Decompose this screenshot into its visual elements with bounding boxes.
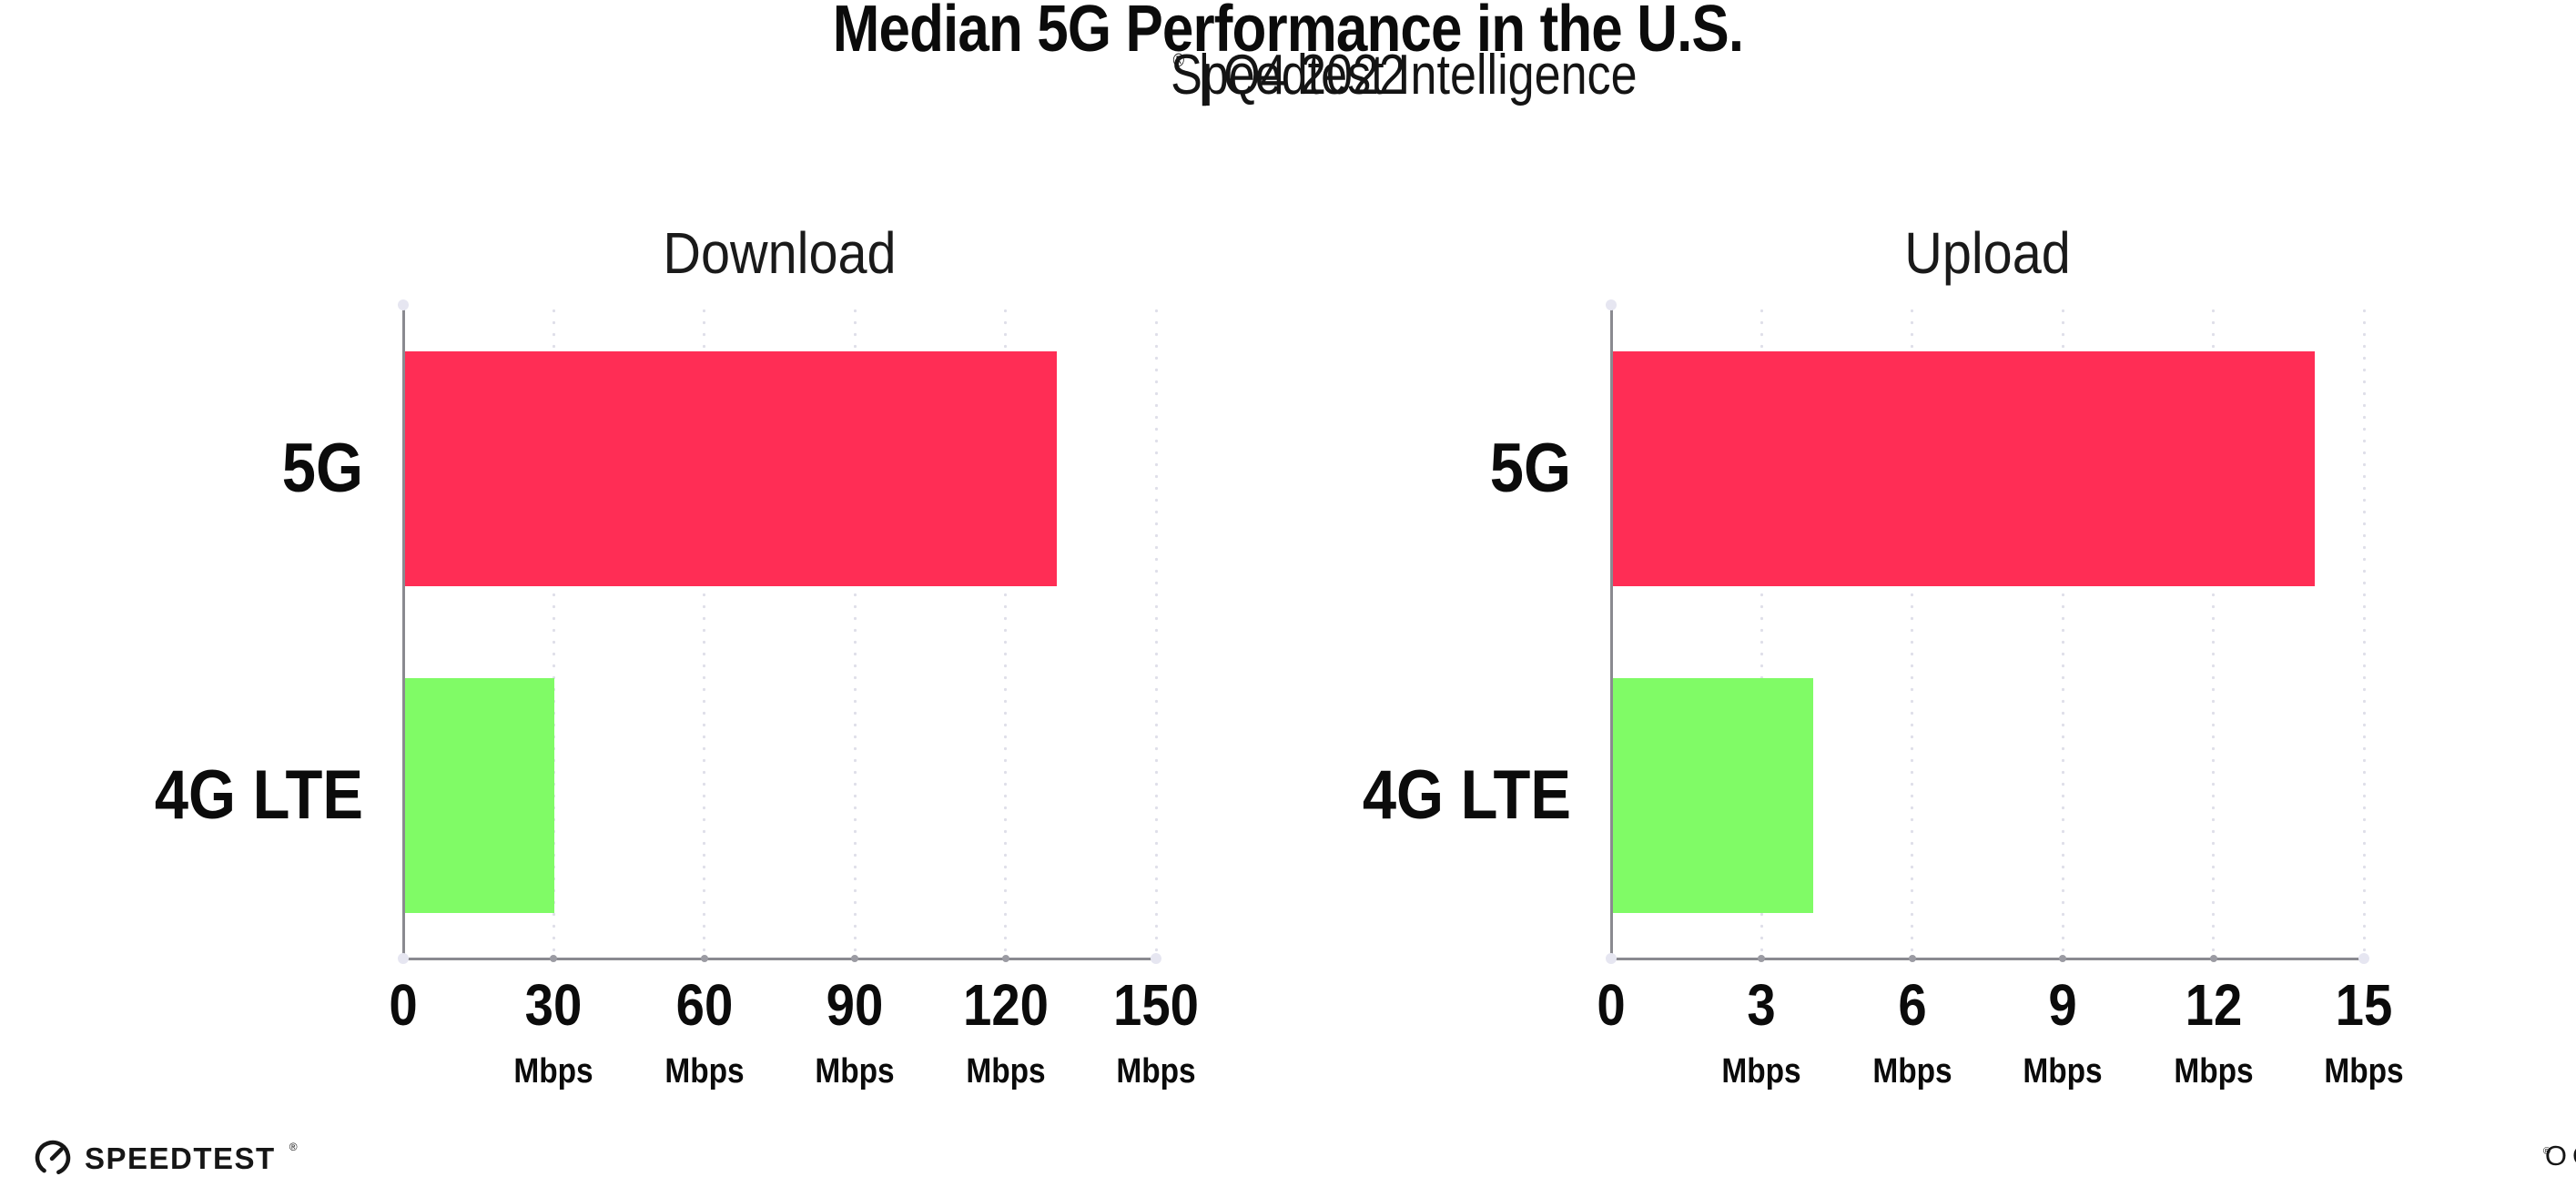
chart-title-download: Download (663, 220, 897, 286)
axis-tick-dot (550, 955, 558, 962)
x-tick-unit-150: Mbps (1116, 1052, 1196, 1090)
axis-end-dot (398, 953, 409, 964)
gridline-60 (703, 305, 706, 959)
x-tick-label-9: 9 (2048, 972, 2077, 1038)
gridline-12 (2212, 305, 2216, 959)
x-tick-unit-90: Mbps (815, 1052, 895, 1090)
subtitle-quarter: | Q4 2022 (1198, 44, 1405, 107)
x-tick-unit-3: Mbps (1721, 1052, 1802, 1090)
registered-trademark-icon: ® (1172, 51, 1184, 71)
x-axis (401, 957, 1158, 960)
x-tick-label-15: 15 (2335, 972, 2393, 1038)
x-tick-unit-60: Mbps (664, 1052, 745, 1090)
x-tick-label-0: 0 (389, 972, 418, 1038)
speedtest-gauge-icon (35, 1140, 71, 1176)
axis-end-dot (2358, 953, 2369, 964)
x-tick-label-3: 3 (1747, 972, 1777, 1038)
category-label-5g: 5G (1489, 430, 1571, 507)
x-tick-unit-9: Mbps (2023, 1052, 2103, 1090)
axis-end-dot (1151, 953, 1161, 964)
y-axis (401, 305, 405, 959)
page-title: Median 5G Performance in the U.S. (832, 0, 1744, 66)
gridline-30 (552, 305, 555, 959)
x-tick-label-6: 6 (1898, 972, 1927, 1038)
x-tick-label-150: 150 (1113, 972, 1199, 1038)
ookla-logo: OOKLA® (2542, 1141, 2576, 1170)
ookla-registered-icon: ® (2542, 1146, 2551, 1157)
subtitle-brand: Speedtest Intelligence (1171, 44, 1638, 107)
category-label-4g-lte: 4G LTE (154, 756, 363, 834)
axis-tick-dot (2209, 955, 2217, 962)
x-tick-unit-120: Mbps (965, 1052, 1046, 1090)
gridline-150 (1154, 305, 1158, 959)
axis-end-dot (1606, 299, 1617, 310)
bar-4g-lte-upload (1612, 678, 1813, 913)
chart-title-upload: Upload (1904, 220, 2071, 286)
axis-end-dot (1606, 953, 1617, 964)
x-tick-label-60: 60 (675, 972, 734, 1038)
bar-5g-download (404, 351, 1057, 586)
x-tick-unit-12: Mbps (2173, 1052, 2254, 1090)
speedtest-trademark-icon: ® (289, 1141, 298, 1153)
gridline-90 (853, 305, 857, 959)
x-tick-unit-6: Mbps (1872, 1052, 1952, 1090)
bar-5g-upload (1612, 351, 2315, 586)
y-axis (1609, 305, 1613, 959)
x-tick-label-0: 0 (1597, 972, 1626, 1038)
x-axis (1609, 957, 2366, 960)
category-label-5g: 5G (281, 430, 363, 507)
axis-tick-dot (851, 955, 859, 962)
x-tick-unit-30: Mbps (513, 1052, 594, 1090)
axis-end-dot (398, 299, 409, 310)
gridline-3 (1760, 305, 1763, 959)
x-tick-label-120: 120 (962, 972, 1049, 1038)
bar-4g-lte-download (404, 678, 554, 913)
gridline-6 (1911, 305, 1914, 959)
gridline-15 (2362, 305, 2366, 959)
page-subtitle: Speedtest Intelligence ® | Q4 2022 (206, 47, 2369, 104)
axis-tick-dot (1001, 955, 1009, 962)
speedtest-logo-text: SPEEDTEST (85, 1141, 276, 1175)
axis-tick-dot (1908, 955, 1916, 962)
x-tick-label-30: 30 (525, 972, 583, 1038)
axis-tick-dot (2059, 955, 2067, 962)
gridline-9 (2061, 305, 2064, 959)
speedtest-logo: SPEEDTEST ® (33, 1136, 298, 1180)
axis-tick-dot (700, 955, 708, 962)
axis-tick-dot (1758, 955, 1766, 962)
ookla-logo-text: OOKLA (2544, 1140, 2576, 1172)
x-tick-label-12: 12 (2185, 972, 2242, 1038)
x-tick-unit-15: Mbps (2324, 1052, 2404, 1090)
gridline-120 (1004, 305, 1008, 959)
category-label-4g-lte: 4G LTE (1362, 756, 1571, 834)
x-tick-label-90: 90 (826, 972, 884, 1038)
